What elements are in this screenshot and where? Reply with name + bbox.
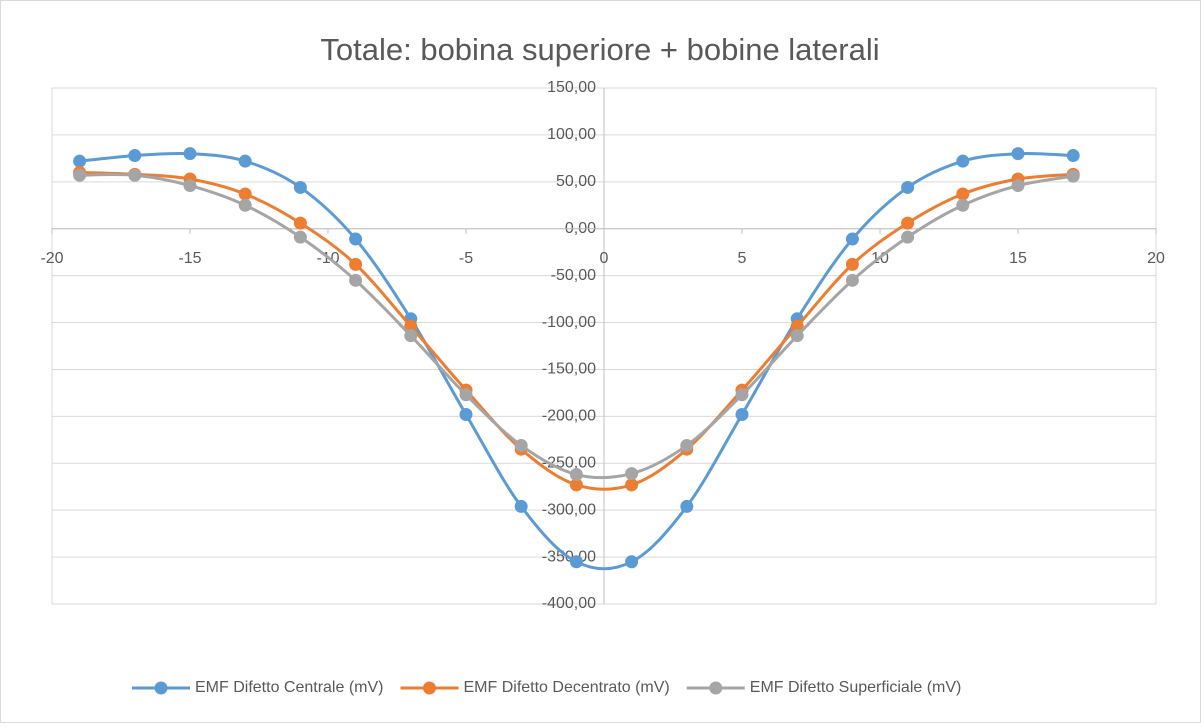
data-point — [128, 149, 142, 163]
data-point — [293, 230, 307, 244]
data-point — [680, 499, 694, 513]
data-point — [73, 168, 87, 182]
data-point — [1011, 179, 1025, 193]
x-tick-label: 15 — [1009, 250, 1027, 267]
legend: EMF Difetto Centrale (mV) EMF Difetto Dec… — [132, 679, 961, 696]
x-tick-label: -20 — [40, 250, 63, 267]
legend-marker — [422, 681, 436, 695]
x-tick-label: 20 — [1147, 250, 1165, 267]
data-point — [1066, 149, 1080, 163]
legend-marker — [154, 681, 168, 695]
data-point — [459, 388, 473, 402]
data-point — [680, 438, 694, 452]
data-point — [293, 216, 307, 230]
data-point — [349, 273, 363, 287]
data-point — [238, 154, 252, 168]
data-point — [956, 198, 970, 212]
data-point — [845, 232, 859, 246]
data-point — [790, 329, 804, 343]
data-point — [73, 154, 87, 168]
x-tick-label: -5 — [459, 250, 473, 267]
data-point — [569, 478, 583, 492]
data-point — [956, 154, 970, 168]
y-tick-label: -50,00 — [551, 267, 596, 284]
data-point — [625, 478, 639, 492]
data-point — [128, 168, 142, 182]
data-point — [1066, 169, 1080, 183]
y-tick-label: 50,00 — [556, 173, 596, 190]
data-point — [901, 216, 915, 230]
y-tick-label: -200,00 — [542, 408, 596, 425]
data-point — [404, 329, 418, 343]
data-point — [459, 407, 473, 421]
data-point — [901, 180, 915, 194]
legend-label: EMF Difetto Superficiale (mV) — [750, 679, 962, 696]
data-point — [845, 273, 859, 287]
data-point — [790, 319, 804, 333]
data-point — [625, 555, 639, 569]
y-tick-label: 150,00 — [547, 79, 596, 96]
data-point — [735, 407, 749, 421]
legend-marker — [709, 681, 723, 695]
data-point — [625, 467, 639, 481]
data-point — [349, 257, 363, 271]
data-point — [569, 468, 583, 482]
y-tick-label: 100,00 — [547, 126, 596, 143]
data-point — [238, 187, 252, 201]
data-point — [349, 232, 363, 246]
data-point — [735, 388, 749, 402]
data-point — [514, 499, 528, 513]
data-point — [1011, 147, 1025, 161]
y-tick-label: -100,00 — [542, 314, 596, 331]
legend-label: EMF Difetto Decentrato (mV) — [463, 679, 669, 696]
data-point — [514, 438, 528, 452]
x-tick-label: -15 — [178, 250, 201, 267]
data-point — [183, 179, 197, 193]
data-point — [404, 319, 418, 333]
x-tick-label: 0 — [600, 250, 609, 267]
y-tick-label: -300,00 — [542, 501, 596, 518]
legend-label: EMF Difetto Centrale (mV) — [195, 679, 383, 696]
data-point — [293, 180, 307, 194]
y-tick-label: -150,00 — [542, 361, 596, 378]
data-point — [569, 555, 583, 569]
y-tick-label: -400,00 — [542, 595, 596, 612]
x-tick-label: 5 — [738, 250, 747, 267]
data-point — [901, 230, 915, 244]
data-point — [845, 257, 859, 271]
chart-title: Totale: bobina superiore + bobine latera… — [320, 32, 879, 67]
data-point — [956, 187, 970, 201]
data-point — [183, 147, 197, 161]
data-point — [238, 198, 252, 212]
